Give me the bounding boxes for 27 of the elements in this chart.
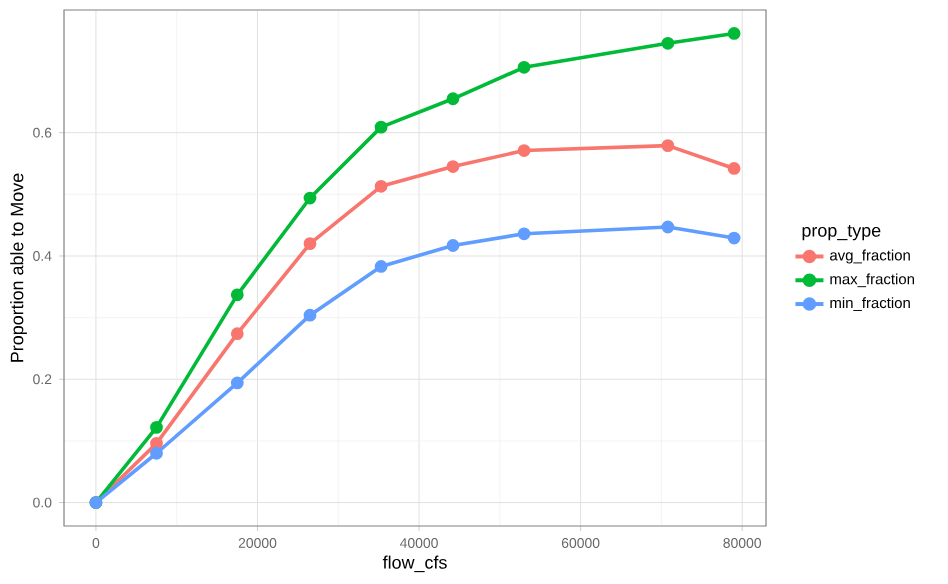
point xyxy=(727,162,741,175)
point xyxy=(150,420,163,434)
point xyxy=(230,288,244,302)
point xyxy=(150,446,163,460)
point xyxy=(446,92,460,106)
x-axis-title: flow_cfs xyxy=(382,555,447,573)
point xyxy=(303,237,317,251)
legend-title: prop_type xyxy=(802,225,881,241)
point xyxy=(230,376,244,390)
point xyxy=(303,191,317,205)
point xyxy=(230,327,244,341)
point xyxy=(374,179,388,193)
point xyxy=(446,239,460,252)
point xyxy=(303,308,317,322)
point xyxy=(374,120,388,134)
point xyxy=(661,36,675,50)
point xyxy=(517,144,531,157)
point xyxy=(517,227,531,241)
y-axis-title: Proportion able to Move xyxy=(10,173,27,362)
point xyxy=(374,260,388,273)
point xyxy=(517,60,531,74)
point xyxy=(727,27,741,40)
point xyxy=(446,160,460,173)
point xyxy=(150,436,163,450)
point xyxy=(661,220,675,234)
point xyxy=(727,231,741,245)
point xyxy=(661,139,675,153)
